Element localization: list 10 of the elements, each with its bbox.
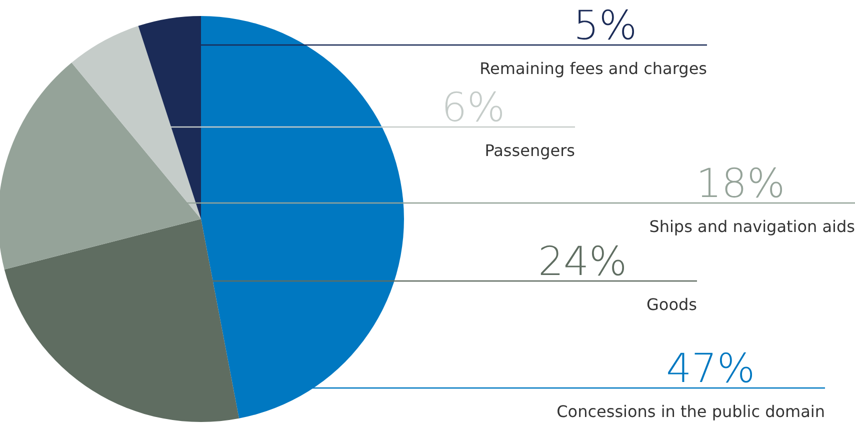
data-label: 18% xyxy=(696,161,785,207)
slice-label: Passengers xyxy=(484,141,575,160)
slice-label: Remaining fees and charges xyxy=(480,59,707,78)
slice-label: Goods xyxy=(646,295,697,314)
data-label: 24% xyxy=(538,239,627,285)
slice-label: Concessions in the public domain xyxy=(556,402,825,421)
data-label: 47% xyxy=(666,346,755,392)
data-label: 5% xyxy=(574,3,637,49)
data-label: 6% xyxy=(442,85,505,131)
slice-label: Ships and navigation aids xyxy=(649,217,855,236)
